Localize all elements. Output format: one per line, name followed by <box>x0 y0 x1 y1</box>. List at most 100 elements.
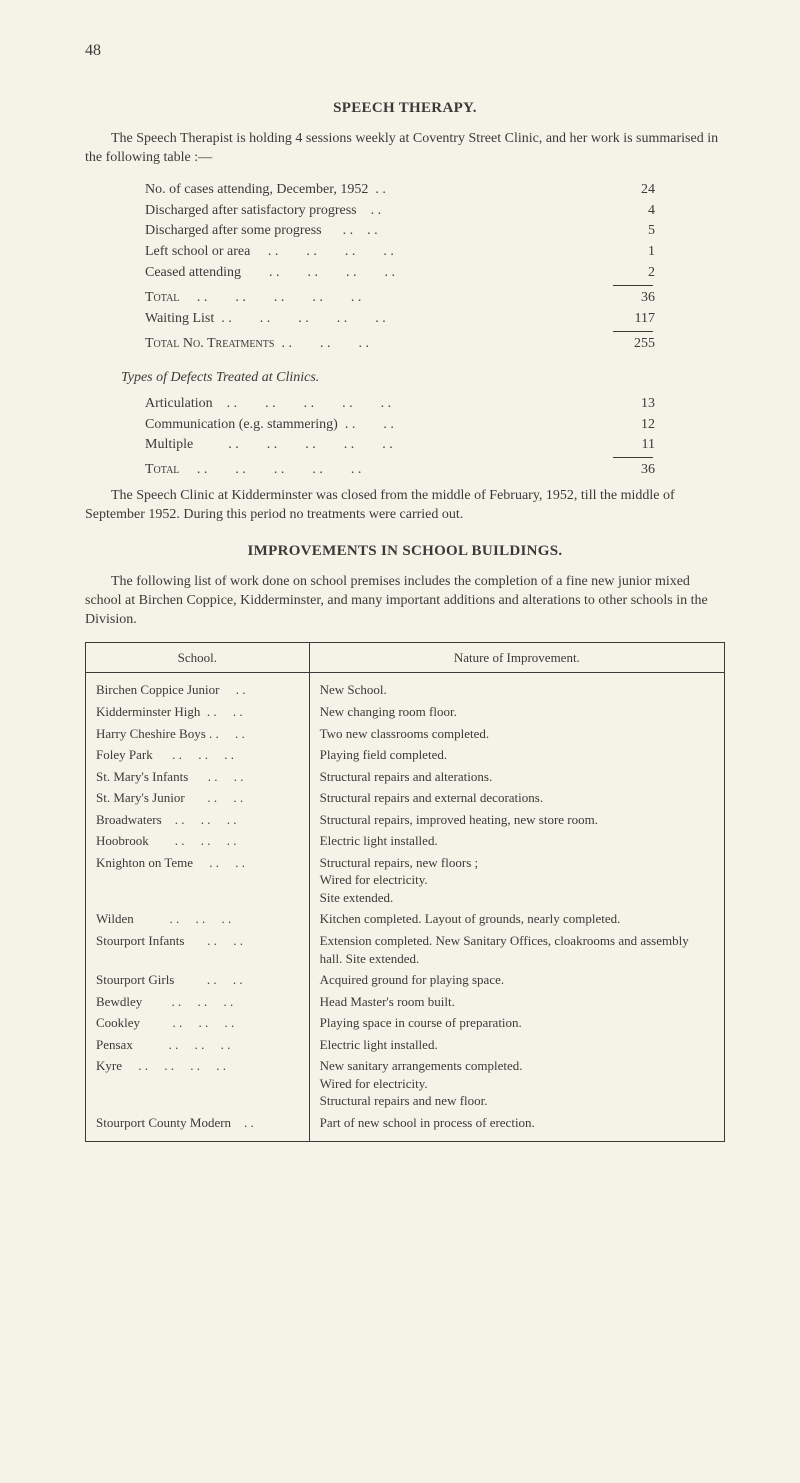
table-row: Pensax . . . . . .Electric light install… <box>86 1034 725 1056</box>
cell-nature: Structural repairs, improved heating, ne… <box>309 809 724 831</box>
stat-row: Communication (e.g. stammering) . . . .1… <box>145 415 655 436</box>
table-row: St. Mary's Infants . . . .Structural rep… <box>86 766 725 788</box>
stat-row-total: Total . . . . . . . . . . 36 <box>145 288 655 309</box>
waiting-value: 117 <box>611 310 655 329</box>
stat-row-types-total: Total . . . . . . . . . . 36 <box>145 460 655 481</box>
dots: . . . . . . . . . . <box>214 310 611 329</box>
stat-row: Left school or area . . . . . . . .1 <box>145 242 655 263</box>
speech-intro: The Speech Therapist is holding 4 sessio… <box>85 130 725 168</box>
dots: . . . . . . . . <box>241 264 611 283</box>
stat-row: Discharged after some progress . . . .5 <box>145 221 655 242</box>
stat-value: 5 <box>611 222 655 241</box>
table-row: Birchen Coppice Junior . .New School. <box>86 673 725 701</box>
cell-school: Kidderminster High . . . . <box>86 701 310 723</box>
table-row: Foley Park . . . . . .Playing field comp… <box>86 744 725 766</box>
dots: . . . . . . . . <box>250 243 611 262</box>
dots: . . <box>368 181 611 200</box>
stat-row: Multiple . . . . . . . . . .11 <box>145 435 655 456</box>
cell-school: Stourport Girls . . . . <box>86 969 310 991</box>
table-row: Kidderminster High . . . .New changing r… <box>86 701 725 723</box>
cell-school: Cookley . . . . . . <box>86 1012 310 1034</box>
stat-label: Articulation <box>145 395 213 414</box>
cell-school: Pensax . . . . . . <box>86 1034 310 1056</box>
stat-label: Discharged after satisfactory progress <box>145 202 357 221</box>
cell-school: Stourport Infants . . . . <box>86 930 310 969</box>
stat-value: 4 <box>611 202 655 221</box>
table-row: Kyre . . . . . . . .New sanitary arrange… <box>86 1055 725 1112</box>
cell-school: Broadwaters . . . . . . <box>86 809 310 831</box>
total-label: Total <box>145 289 179 308</box>
table-row: Stourport County Modern . .Part of new s… <box>86 1112 725 1142</box>
speech-stats-table: No. of cases attending, December, 1952 .… <box>145 180 655 355</box>
improvements-table: School. Nature of Improvement. Birchen C… <box>85 642 725 1143</box>
cell-nature: Two new classrooms completed. <box>309 723 724 745</box>
cell-nature: Structural repairs and external decorati… <box>309 787 724 809</box>
table-row: Knighton on Teme . . . .Structural repai… <box>86 852 725 909</box>
cell-school: Hoobrook . . . . . . <box>86 830 310 852</box>
treatments-value: 255 <box>611 335 655 354</box>
dots: . . . . . . <box>274 335 611 354</box>
cell-nature: Electric light installed. <box>309 830 724 852</box>
table-row: Harry Cheshire Boys . . . .Two new class… <box>86 723 725 745</box>
types-table: Articulation . . . . . . . . . .13Commun… <box>145 394 655 482</box>
cell-nature: Head Master's room built. <box>309 991 724 1013</box>
table-row: Cookley . . . . . .Playing space in cour… <box>86 1012 725 1034</box>
cell-school: Birchen Coppice Junior . . <box>86 673 310 701</box>
stat-row: Discharged after satisfactory progress .… <box>145 201 655 222</box>
cell-school: St. Mary's Junior . . . . <box>86 787 310 809</box>
stat-label: Discharged after some progress <box>145 222 322 241</box>
cell-nature: Acquired ground for playing space. <box>309 969 724 991</box>
stat-label: Communication (e.g. stammering) <box>145 416 338 435</box>
cell-school: Foley Park . . . . . . <box>86 744 310 766</box>
cell-school: Knighton on Teme . . . . <box>86 852 310 909</box>
stat-label: Left school or area <box>145 243 250 262</box>
cell-nature: Structural repairs, new floors ; Wired f… <box>309 852 724 909</box>
dots: . . . . . . . . . . <box>213 395 611 414</box>
cell-school: St. Mary's Infants . . . . <box>86 766 310 788</box>
total-label: Total <box>145 461 179 480</box>
improvements-intro: The following list of work done on schoo… <box>85 573 725 630</box>
table-row: St. Mary's Junior . . . .Structural repa… <box>86 787 725 809</box>
table-row: Bewdley . . . . . .Head Master's room bu… <box>86 991 725 1013</box>
stat-row: No. of cases attending, December, 1952 .… <box>145 180 655 201</box>
types-total-value: 36 <box>611 461 655 480</box>
table-row: Hoobrook . . . . . .Electric light insta… <box>86 830 725 852</box>
stat-row-waiting: Waiting List . . . . . . . . . . 117 <box>145 309 655 330</box>
table-row: Stourport Infants . . . .Extension compl… <box>86 930 725 969</box>
cell-school: Stourport County Modern . . <box>86 1112 310 1142</box>
table-row: Wilden . . . . . .Kitchen completed. Lay… <box>86 908 725 930</box>
types-subheading: Types of Defects Treated at Clinics. <box>121 369 725 388</box>
cell-nature: Playing space in course of preparation. <box>309 1012 724 1034</box>
stat-label: Ceased attending <box>145 264 241 283</box>
dots: . . . . <box>338 416 611 435</box>
table-row: Broadwaters . . . . . .Structural repair… <box>86 809 725 831</box>
stat-value: 2 <box>611 264 655 283</box>
speech-therapy-title: SPEECH THERAPY. <box>85 98 725 118</box>
dots: . . <box>357 202 611 221</box>
dots: . . . . <box>322 222 611 241</box>
cell-nature: Structural repairs and alterations. <box>309 766 724 788</box>
cell-nature: Kitchen completed. Layout of grounds, ne… <box>309 908 724 930</box>
stat-value: 11 <box>611 436 655 455</box>
cell-school: Bewdley . . . . . . <box>86 991 310 1013</box>
dots: . . . . . . . . . . <box>193 436 611 455</box>
cell-nature: New sanitary arrangements completed. Wir… <box>309 1055 724 1112</box>
cell-nature: New changing room floor. <box>309 701 724 723</box>
cell-nature: Extension completed. New Sanitary Office… <box>309 930 724 969</box>
stat-row-treatments: Total No. Treatments . . . . . . 255 <box>145 334 655 355</box>
stat-value: 12 <box>611 416 655 435</box>
cell-school: Wilden . . . . . . <box>86 908 310 930</box>
document-page: 48 SPEECH THERAPY. The Speech Therapist … <box>0 0 800 1483</box>
page-number: 48 <box>85 40 725 62</box>
stat-label: Multiple <box>145 436 193 455</box>
speech-closing: The Speech Clinic at Kidderminster was c… <box>85 487 725 525</box>
waiting-label: Waiting List <box>145 310 214 329</box>
cell-school: Kyre . . . . . . . . <box>86 1055 310 1112</box>
col-header-nature: Nature of Improvement. <box>309 642 724 673</box>
cell-school: Harry Cheshire Boys . . . . <box>86 723 310 745</box>
dots: . . . . . . . . . . <box>179 461 611 480</box>
stat-label: No. of cases attending, December, 1952 <box>145 181 368 200</box>
cell-nature: Playing field completed. <box>309 744 724 766</box>
cell-nature: Electric light installed. <box>309 1034 724 1056</box>
cell-nature: New School. <box>309 673 724 701</box>
